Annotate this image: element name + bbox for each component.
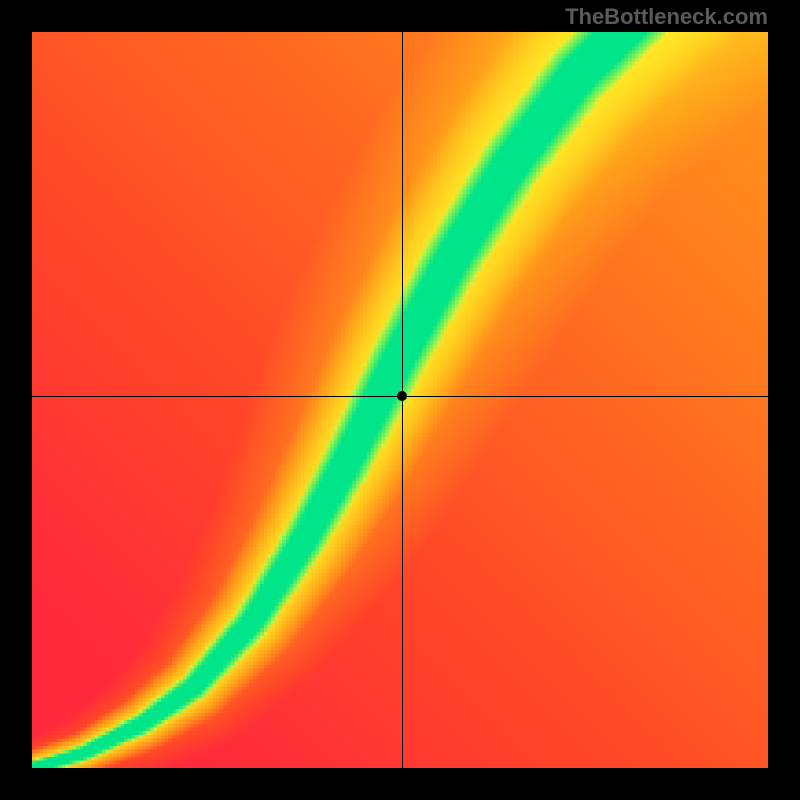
chart-container: TheBottleneck.com bbox=[0, 0, 800, 800]
watermark-text: TheBottleneck.com bbox=[565, 4, 768, 30]
